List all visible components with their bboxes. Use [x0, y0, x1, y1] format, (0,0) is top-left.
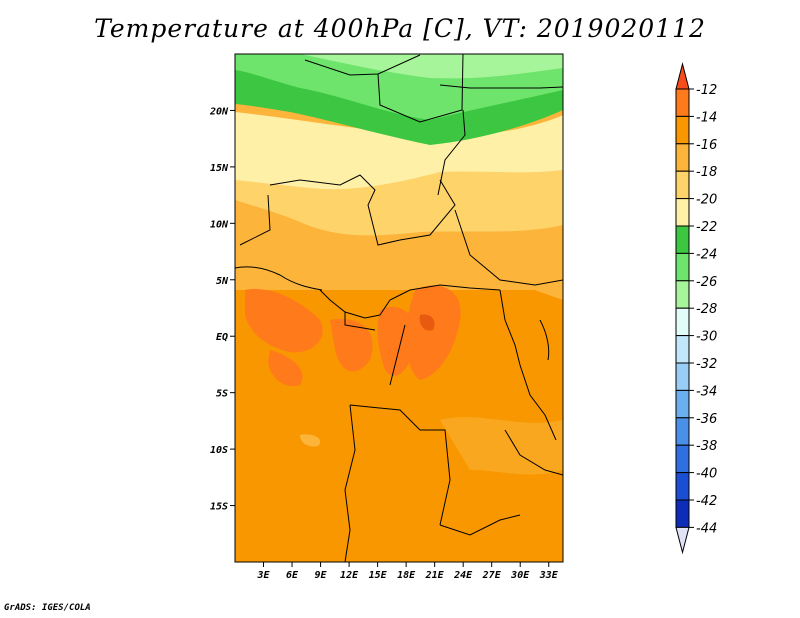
colorbar-swatch — [675, 389, 690, 419]
colorbar-level-label: -24 — [696, 247, 717, 262]
colorbar-swatch — [675, 198, 690, 227]
colorbar-swatch — [675, 417, 690, 446]
country-borders — [235, 54, 563, 562]
colorbar-level-label: -40 — [696, 467, 717, 482]
colorbar-level-label: -12 — [696, 83, 717, 98]
colorbar-level-label: -28 — [696, 302, 717, 317]
lat-tick-label: 10S — [210, 445, 228, 456]
lat-tick-label: 15S — [210, 502, 228, 513]
colorbar-swatch — [675, 143, 690, 172]
chart-title: Temperature at 400hPa [C], VT: 201902011… — [94, 14, 706, 43]
lon-tick-label: 3E — [256, 570, 270, 581]
colorbar-level-label: -22 — [696, 220, 717, 235]
lon-tick-label: 12E — [340, 570, 359, 581]
colorbar-level-label: -18 — [696, 165, 717, 180]
colorbar-swatch — [675, 225, 690, 254]
lon-tick-label: 18E — [397, 570, 416, 581]
colorbar-level-label: -20 — [696, 193, 717, 208]
colorbar-swatch — [675, 170, 690, 200]
colorbar: -12 -14 -16 -18 -20 -22 -24 -26 -28 -30 -32 -34 -36 -… — [675, 62, 717, 555]
longitude-axis: 3E 6E 9E 12E 15E 18E 21E 24E 27E 30E 33E — [256, 562, 559, 581]
lon-tick-label: 9E — [315, 570, 328, 581]
lat-tick-label: 15N — [210, 163, 229, 174]
colorbar-level-label: -30 — [696, 330, 717, 345]
lat-tick-label: 5N — [216, 276, 229, 287]
lon-tick-label: 6E — [286, 570, 299, 581]
grads-credit: GrADS: IGES/COLA — [4, 603, 91, 613]
lon-tick-label: 30E — [510, 570, 530, 581]
lon-tick-label: 21E — [425, 570, 445, 581]
lat-tick-label: 5S — [216, 389, 228, 400]
colorbar-level-label: -16 — [696, 138, 717, 153]
colorbar-level-label: -34 — [696, 384, 717, 399]
lat-tick-label: 10N — [210, 219, 229, 230]
colorbar-swatch — [675, 280, 690, 309]
colorbar-swatch — [675, 362, 690, 391]
colorbar-swatch — [675, 115, 690, 145]
colorbar-top-arrow — [675, 62, 690, 90]
colorbar-level-label: -38 — [696, 439, 717, 454]
colorbar-swatch — [675, 88, 690, 117]
colorbar-level-label: -26 — [696, 275, 717, 290]
colorbar-level-label: -32 — [696, 357, 717, 372]
colorbar-level-label: -36 — [696, 412, 717, 427]
colorbar-swatch — [675, 472, 690, 501]
colorbar-swatch — [675, 252, 690, 282]
map-frame — [234, 53, 564, 563]
lon-tick-label: 33E — [539, 570, 559, 581]
colorbar-swatch — [675, 307, 690, 337]
lat-tick-label: EQ — [216, 332, 228, 343]
colorbar-swatch — [675, 335, 690, 364]
lon-tick-label: 15E — [369, 570, 388, 581]
colorbar-swatch — [675, 499, 690, 528]
lon-tick-label: 24E — [453, 570, 473, 581]
lat-tick-label: 20N — [209, 106, 229, 117]
colorbar-level-label: -14 — [696, 110, 717, 125]
colorbar-bottom-arrow — [675, 526, 690, 555]
colorbar-swatch — [675, 444, 690, 474]
colorbar-level-label: -42 — [696, 494, 717, 509]
lon-tick-label: 27E — [482, 570, 502, 581]
colorbar-level-label: -44 — [696, 521, 717, 536]
temperature-field — [235, 54, 563, 562]
latitude-axis: 20N 15N 10N 5N EQ 5S 10S 15S — [209, 106, 235, 513]
